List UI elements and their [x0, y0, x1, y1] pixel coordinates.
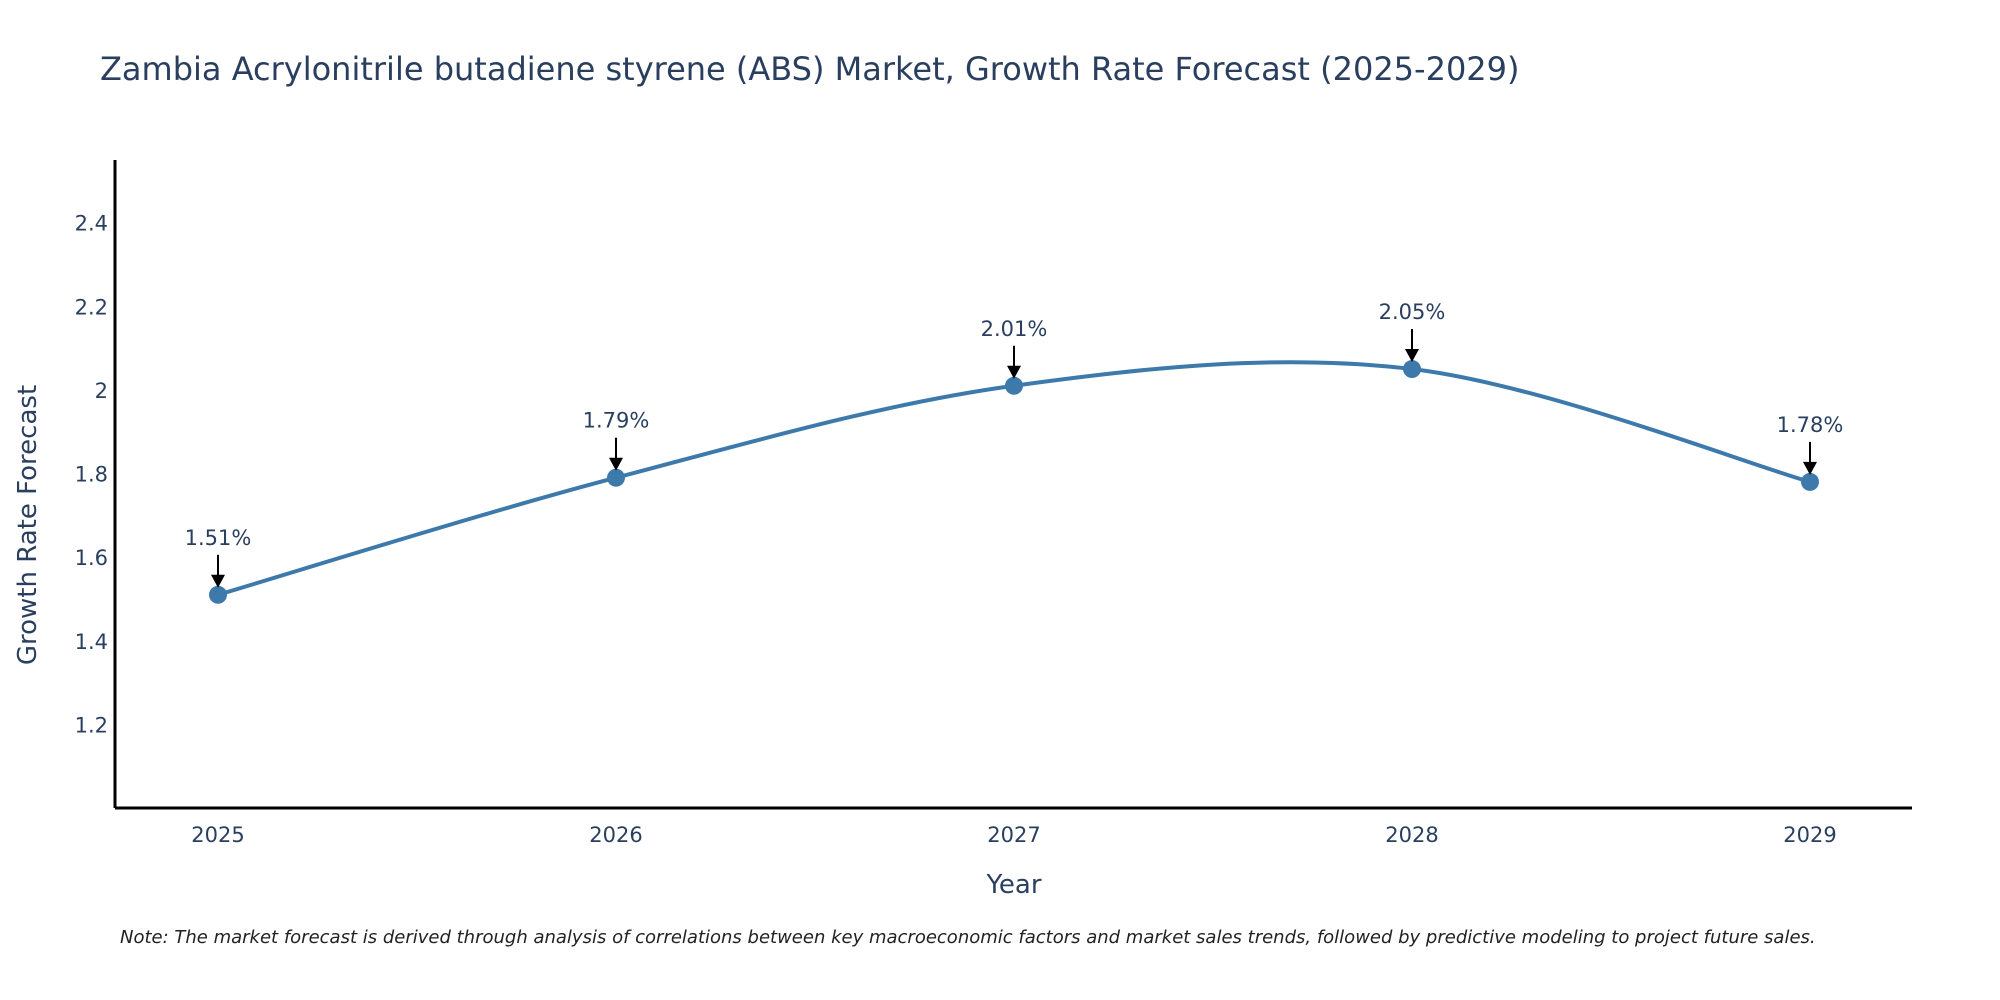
annotation-arrowhead	[1405, 349, 1419, 363]
x-tick-label: 2026	[589, 823, 642, 847]
y-tick-label: 1.4	[75, 630, 108, 654]
y-tick-label: 1.8	[75, 463, 108, 487]
annotation-arrowhead	[1803, 461, 1817, 475]
y-axis-ticks: 1.2 1.4 1.6 1.8 2 2.2 2.4	[75, 212, 108, 738]
data-label: 1.79%	[583, 409, 650, 433]
annotation-arrowhead	[211, 574, 225, 588]
y-tick-label: 2.2	[75, 295, 108, 319]
x-tick-label: 2028	[1385, 823, 1438, 847]
data-point-2025	[209, 585, 227, 604]
annotation-arrowhead	[1007, 365, 1021, 379]
data-label: 2.01%	[981, 317, 1048, 341]
x-tick-label: 2027	[987, 823, 1040, 847]
y-tick-label: 1.2	[75, 713, 108, 737]
data-label: 2.05%	[1379, 300, 1446, 324]
data-annotations: 1.51% 1.79% 2.01% 2.05% 1.78%	[185, 300, 1844, 588]
y-tick-label: 2	[95, 379, 108, 403]
footnote: Note: The market forecast is derived thr…	[120, 927, 1816, 948]
y-axis-title: Growth Rate Forecast	[13, 385, 43, 665]
data-point-2026	[607, 468, 625, 487]
data-point-2029	[1801, 472, 1819, 491]
series-line	[217, 360, 1811, 597]
x-axis-ticks: 2025 2026 2027 2028 2029	[191, 823, 1836, 847]
data-markers	[209, 360, 1819, 604]
y-tick-label: 2.4	[75, 212, 108, 236]
x-tick-label: 2029	[1783, 823, 1836, 847]
x-axis-title: Year	[985, 870, 1041, 900]
data-label: 1.78%	[1777, 413, 1844, 437]
data-point-2028	[1403, 360, 1421, 379]
x-tick-label: 2025	[191, 823, 244, 847]
data-point-2027	[1005, 376, 1023, 395]
chart-title: Zambia Acrylonitrile butadiene styrene (…	[100, 50, 1520, 88]
annotation-arrowhead	[609, 457, 623, 471]
y-tick-label: 1.6	[75, 546, 108, 570]
data-label: 1.51%	[185, 526, 252, 550]
